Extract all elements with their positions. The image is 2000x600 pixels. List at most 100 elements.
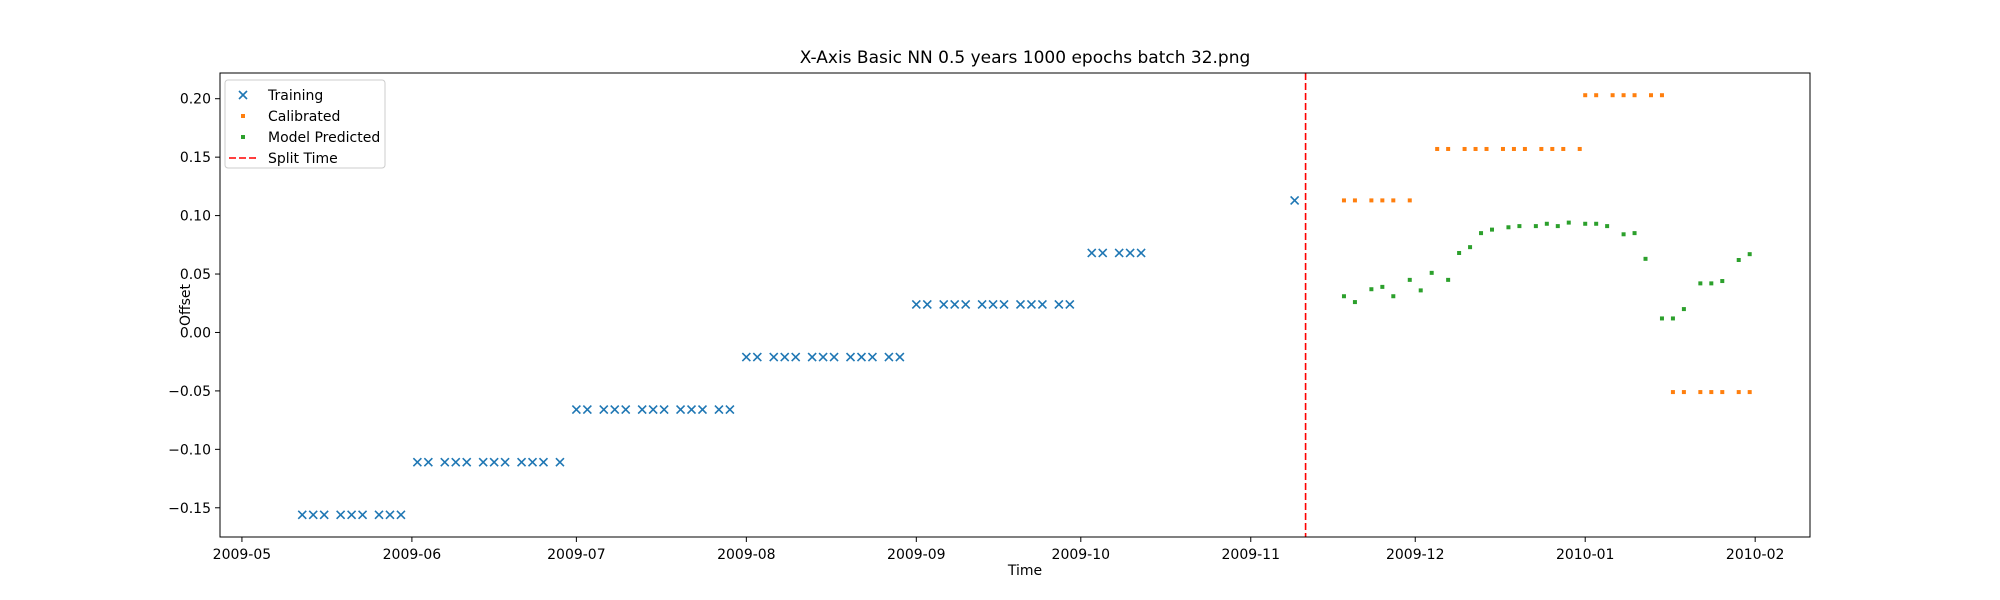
chart-title: X-Axis Basic NN 0.5 years 1000 epochs ba… bbox=[800, 48, 1251, 68]
model-predicted-point bbox=[1670, 316, 1675, 321]
calibrated-point bbox=[1462, 146, 1467, 151]
x-tick-label: 2009-06 bbox=[383, 547, 442, 563]
model-predicted-point bbox=[1583, 221, 1588, 226]
calibrated-point bbox=[1709, 390, 1714, 395]
legend-box bbox=[224, 79, 386, 169]
training-point bbox=[884, 352, 894, 362]
calibrated-point bbox=[1369, 198, 1374, 203]
calibrated-point bbox=[1747, 390, 1752, 395]
training-point bbox=[610, 405, 620, 415]
training-point bbox=[1114, 248, 1124, 258]
legend-training-label: Training bbox=[267, 88, 323, 104]
calibrated-point bbox=[1500, 146, 1505, 151]
calibrated-point bbox=[1632, 93, 1637, 98]
training-point bbox=[637, 405, 647, 415]
training-point bbox=[462, 457, 472, 467]
training-point bbox=[791, 352, 801, 362]
training-point bbox=[1136, 248, 1146, 258]
training-point bbox=[621, 405, 631, 415]
model-predicted-point bbox=[1517, 224, 1522, 229]
model-predicted-point bbox=[1659, 316, 1664, 321]
model-predicted-point bbox=[1709, 281, 1714, 286]
x-tick-label: 2009-05 bbox=[213, 547, 272, 563]
y-tick-label: −0.15 bbox=[168, 501, 211, 517]
calibrated-point bbox=[1670, 390, 1675, 395]
calibrated-point bbox=[1736, 390, 1741, 395]
training-point bbox=[988, 299, 998, 309]
calibrated-point bbox=[1484, 146, 1489, 151]
calibrated-point bbox=[1522, 146, 1527, 151]
training-point bbox=[911, 299, 921, 309]
training-point bbox=[659, 405, 669, 415]
model-predicted-point bbox=[1490, 227, 1494, 232]
training-point bbox=[440, 457, 450, 467]
model-predicted-point bbox=[1681, 307, 1686, 312]
model-predicted-point bbox=[1369, 287, 1374, 292]
x-axis-label: Time bbox=[1007, 563, 1042, 579]
training-point bbox=[1015, 299, 1026, 309]
training-point bbox=[396, 510, 406, 520]
model-predicted-point bbox=[1544, 221, 1549, 226]
training-point bbox=[489, 457, 499, 467]
calibrated-point bbox=[1583, 93, 1588, 98]
training-point bbox=[527, 457, 538, 467]
model-predicted-point bbox=[1479, 231, 1484, 236]
calibrated-point bbox=[1698, 390, 1703, 395]
model-predicted-point bbox=[1391, 294, 1396, 299]
training-point bbox=[599, 405, 609, 415]
training-point bbox=[1087, 248, 1097, 258]
training-point bbox=[423, 457, 433, 467]
calibrated-point bbox=[1473, 146, 1478, 151]
calibrated-point bbox=[1610, 93, 1615, 98]
model-predicted-point bbox=[1555, 224, 1560, 229]
training-point bbox=[385, 510, 395, 520]
model-predicted-point bbox=[1341, 294, 1346, 299]
training-point bbox=[675, 405, 686, 415]
legend: Training Calibrated Model Predicted Split T… bbox=[224, 79, 386, 169]
calibrated-point bbox=[1550, 146, 1555, 151]
training-point bbox=[451, 457, 461, 467]
training-point bbox=[500, 457, 510, 467]
model-predicted-point bbox=[1566, 220, 1571, 225]
legend-training-swatch bbox=[238, 90, 248, 100]
training-point bbox=[714, 405, 724, 415]
training-point bbox=[1290, 195, 1300, 205]
calibrated-point bbox=[1649, 93, 1653, 98]
training-point bbox=[648, 405, 658, 415]
training-point bbox=[336, 510, 346, 520]
model-predicted-point bbox=[1605, 224, 1610, 229]
model-predicted-point bbox=[1698, 281, 1703, 286]
calibrated-point bbox=[1380, 198, 1385, 203]
training-point bbox=[922, 299, 932, 309]
training-point bbox=[867, 352, 878, 362]
training-point bbox=[950, 299, 960, 309]
y-tick-label: 0.15 bbox=[180, 150, 211, 166]
y-tick-label: 0.05 bbox=[180, 267, 211, 283]
calibrated-point bbox=[1435, 146, 1440, 151]
training-point bbox=[752, 352, 762, 362]
model-predicted-point bbox=[1506, 225, 1511, 230]
training-point bbox=[961, 299, 971, 309]
training-point bbox=[516, 457, 527, 467]
training-point bbox=[571, 405, 581, 415]
calibrated-point bbox=[1407, 198, 1412, 203]
training-point bbox=[297, 510, 307, 520]
calibrated-point bbox=[1659, 93, 1664, 98]
model-predicted-point bbox=[1594, 221, 1599, 226]
training-point bbox=[374, 510, 384, 520]
model-predicted-point bbox=[1747, 252, 1752, 257]
training-point bbox=[412, 457, 422, 467]
calibrated-point bbox=[1341, 198, 1346, 203]
y-tick-label: 0.20 bbox=[180, 92, 211, 108]
legend-calibrated-label: Calibrated bbox=[268, 109, 340, 125]
calibrated-point bbox=[1352, 198, 1357, 203]
training-point bbox=[538, 457, 549, 467]
training-point bbox=[555, 457, 565, 467]
training-point bbox=[999, 299, 1009, 309]
training-point bbox=[1054, 299, 1064, 309]
axes: 2009-05 2009-06 2009-07 2009-08 2009-09 2009-… bbox=[168, 72, 1811, 563]
calibrated-point bbox=[1539, 146, 1544, 151]
model-predicted-point bbox=[1643, 256, 1648, 261]
training-point bbox=[697, 405, 708, 415]
